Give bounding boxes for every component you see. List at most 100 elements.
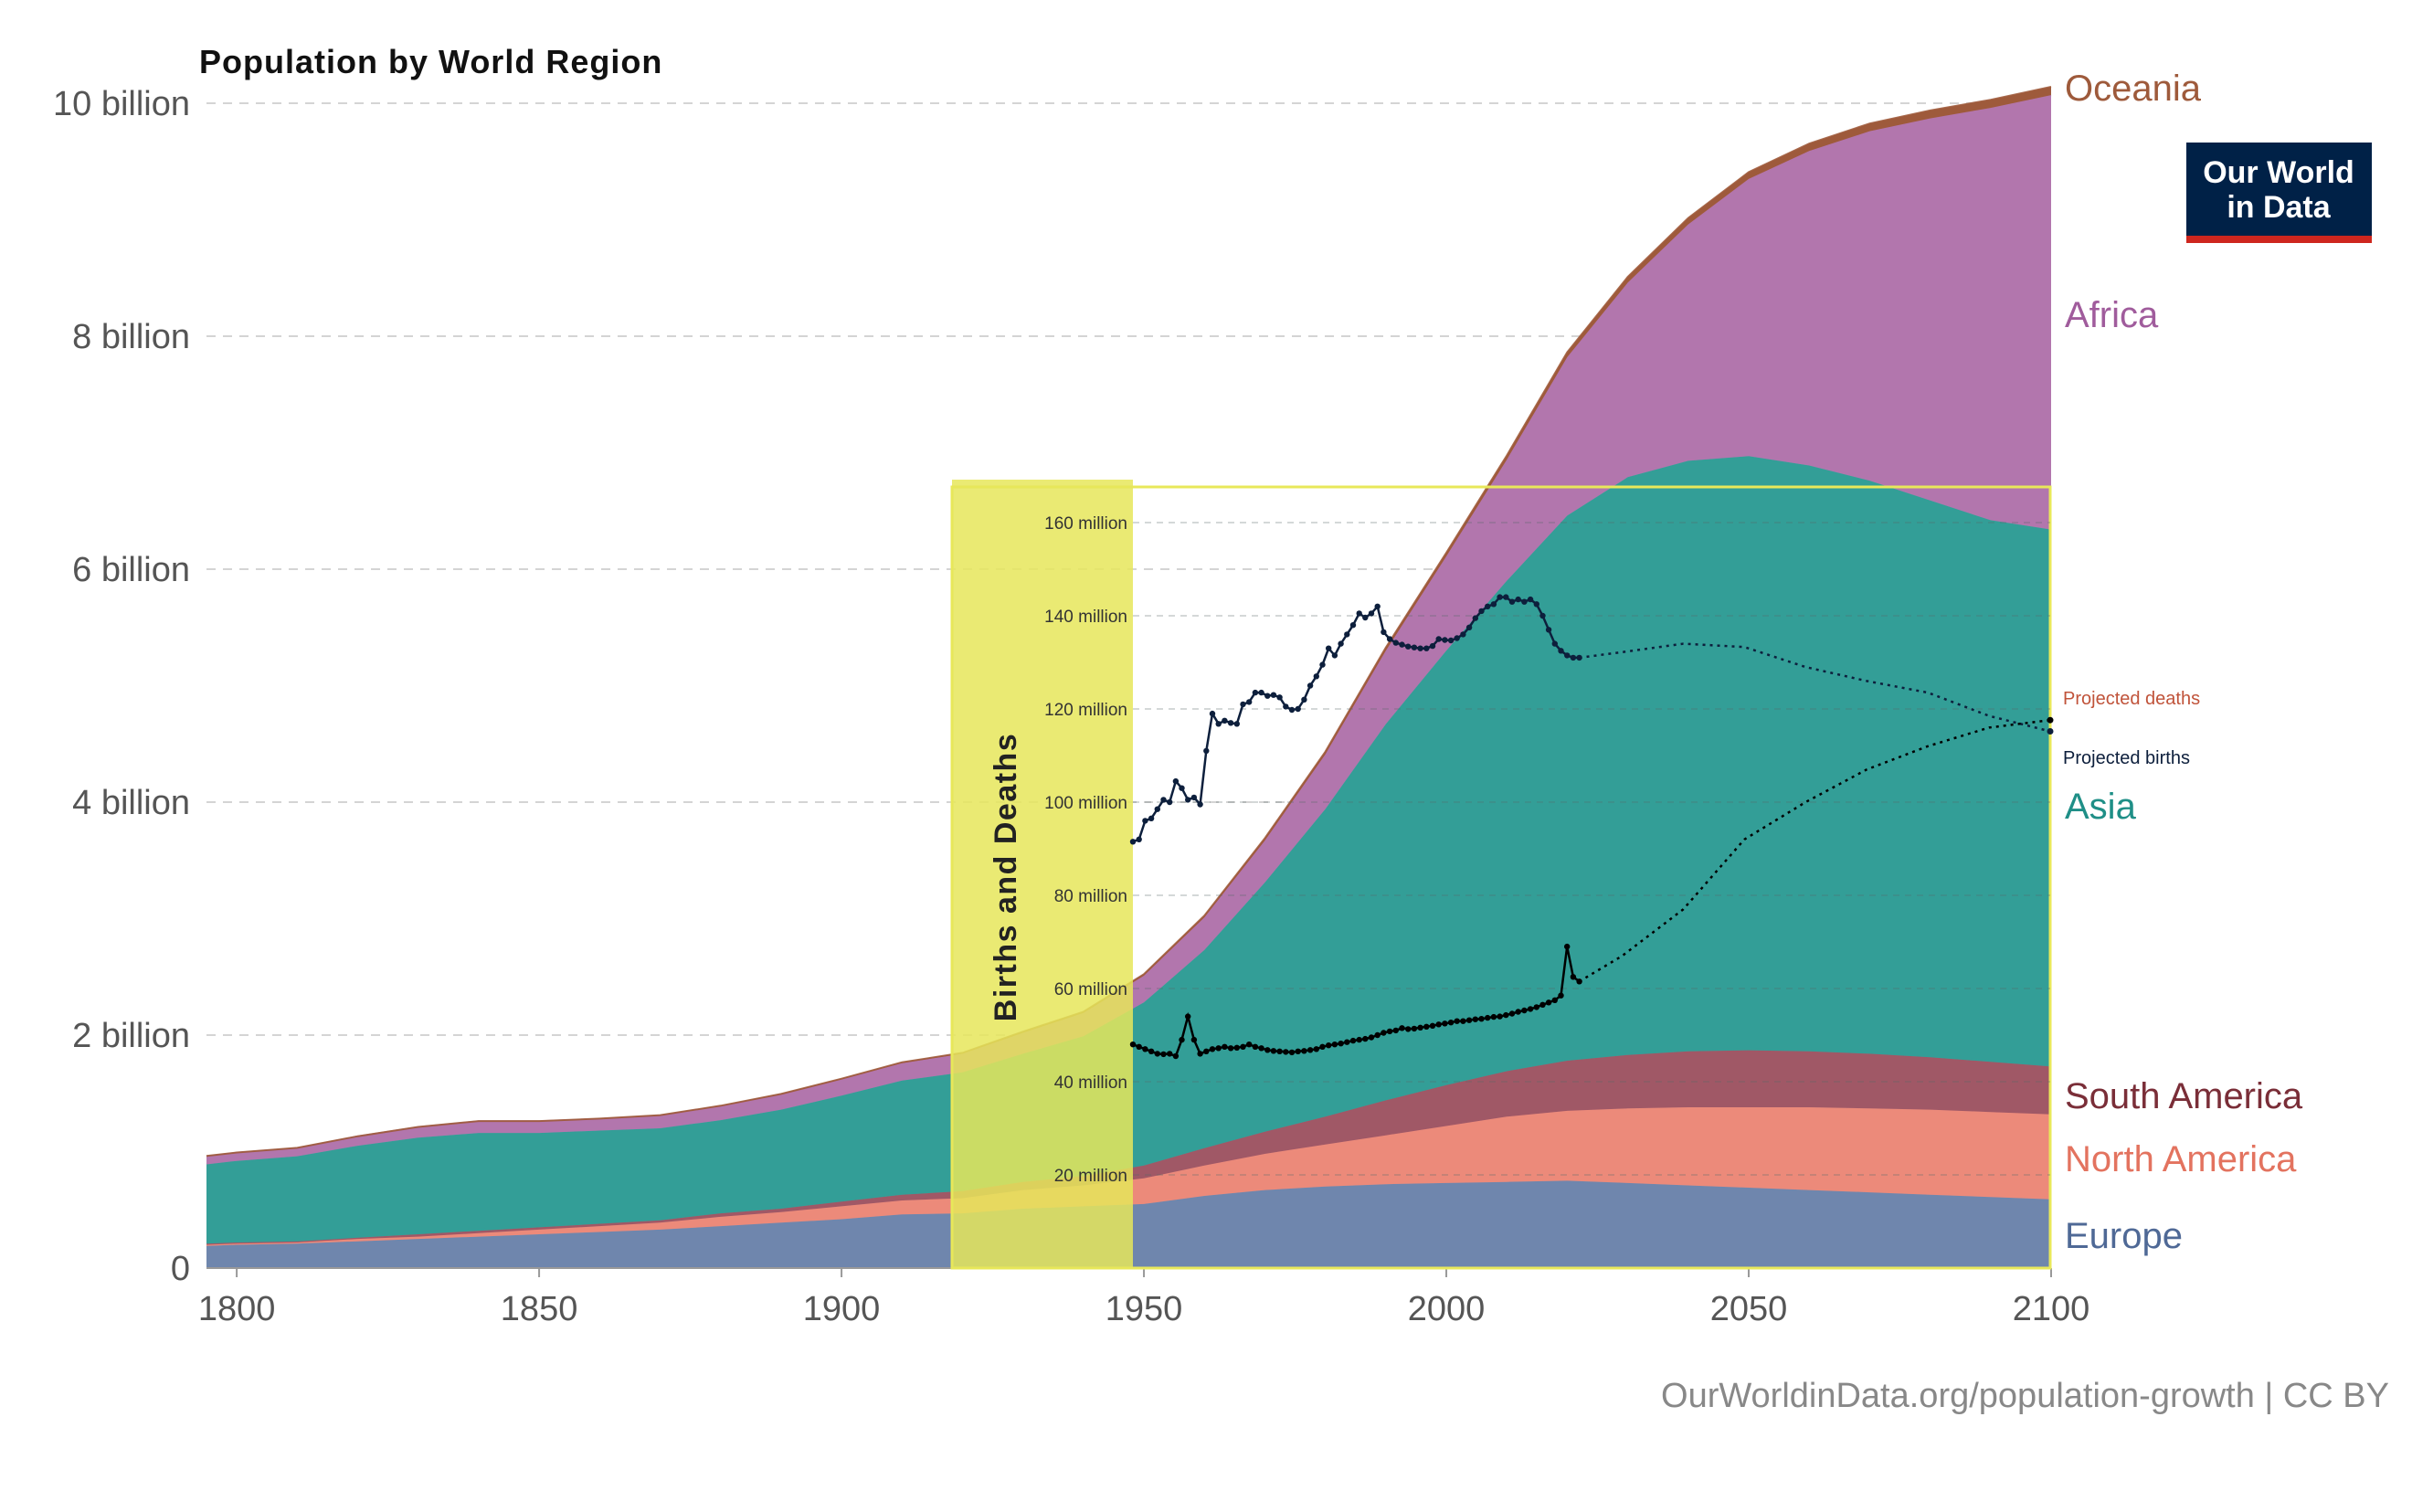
point-births <box>1356 610 1362 617</box>
point-deaths <box>1283 1049 1289 1055</box>
inset-tick-label: 60 million <box>1054 980 1127 999</box>
point-births <box>1326 645 1332 651</box>
point-deaths <box>1564 943 1571 950</box>
inset-tick-label: 100 million <box>1044 794 1127 813</box>
x-tick-label: 1900 <box>803 1290 881 1328</box>
owid-logo[interactable]: Our World in Data <box>2186 143 2372 243</box>
point-deaths <box>1167 1051 1173 1057</box>
x-axis: 1800 1850 1900 1950 2000 2050 2100 <box>198 1267 2090 1328</box>
inset-title: Births and Deaths <box>989 733 1023 1021</box>
point-deaths <box>1558 992 1564 999</box>
point-deaths <box>1405 1026 1412 1032</box>
inset-tick-label: 120 million <box>1044 701 1127 720</box>
point-deaths <box>1447 1020 1455 1026</box>
point-deaths <box>1209 1046 1216 1052</box>
inset-tick-label: 40 million <box>1054 1073 1127 1093</box>
point-births <box>1233 721 1241 727</box>
point-deaths <box>1129 1041 1137 1048</box>
point-deaths <box>1508 1010 1516 1017</box>
point-births <box>1136 836 1142 842</box>
inset-tick-label: 80 million <box>1054 887 1127 906</box>
inset-tick-label: 160 million <box>1044 514 1127 534</box>
legend-africa: Africa <box>2065 295 2159 335</box>
inset-gridlines: 20 million 40 million 60 million 80 million… <box>1044 514 2050 1186</box>
point-births <box>1411 644 1418 650</box>
point-births <box>1264 693 1271 699</box>
births-deaths-inset: 20 million 40 million 60 million 80 million… <box>950 480 2200 1270</box>
point-births <box>1527 596 1534 603</box>
point-deaths <box>1258 1045 1264 1052</box>
point-deaths <box>1392 1027 1400 1034</box>
point-deaths <box>1374 1031 1381 1039</box>
point-deaths <box>1570 974 1577 980</box>
point-births <box>1423 645 1430 651</box>
y-tick-label: 2 billion <box>72 1017 190 1055</box>
point-deaths <box>1179 1036 1185 1043</box>
point-births <box>1503 594 1509 600</box>
point-deaths <box>1539 1001 1546 1009</box>
point-births <box>1306 682 1314 689</box>
point-births <box>1172 777 1180 785</box>
chart-title: Population by World Region <box>199 43 662 80</box>
point-births <box>1429 642 1436 650</box>
point-deaths <box>1454 1018 1460 1024</box>
point-births <box>1485 603 1491 609</box>
point-deaths <box>1344 1039 1350 1045</box>
label-projected-deaths: Projected deaths <box>2063 689 2200 709</box>
point-births <box>1460 631 1466 638</box>
point-births <box>1551 640 1559 647</box>
point-births <box>1252 689 1259 696</box>
point-births <box>1160 797 1167 803</box>
point-births <box>1442 637 1448 643</box>
point-births <box>1405 643 1412 650</box>
point-deaths <box>1190 1036 1198 1043</box>
point-births <box>1521 598 1528 605</box>
point-births <box>1179 785 1185 791</box>
point-deaths <box>1349 1037 1357 1044</box>
point-births <box>1288 706 1296 714</box>
x-tick-label: 2100 <box>2013 1290 2090 1328</box>
point-deaths <box>1429 1022 1436 1030</box>
point-births <box>1222 717 1228 724</box>
point-deaths <box>1160 1051 1167 1058</box>
point-deaths <box>1154 1051 1161 1057</box>
point-deaths <box>1362 1035 1369 1042</box>
area-asia <box>206 456 2051 1244</box>
point-deaths <box>1545 999 1552 1006</box>
inset-tick-label: 20 million <box>1054 1167 1127 1186</box>
point-births <box>1215 721 1222 727</box>
point-deaths <box>1185 1013 1191 1020</box>
point-births <box>1142 818 1148 824</box>
source-link[interactable]: OurWorldinData.org/population-growth | C… <box>1661 1377 2389 1415</box>
point-deaths <box>1338 1041 1344 1047</box>
point-births <box>1478 608 1485 615</box>
point-deaths <box>1306 1047 1314 1053</box>
point-deaths <box>1240 1043 1246 1051</box>
point-births <box>1362 614 1369 621</box>
point-births <box>1154 806 1161 812</box>
point-deaths <box>1319 1043 1326 1051</box>
point-births <box>1368 610 1375 617</box>
point-births <box>1227 720 1234 726</box>
point-births <box>1539 612 1546 619</box>
point-births <box>1515 596 1521 603</box>
point-deaths <box>1264 1047 1271 1053</box>
point-deaths <box>1399 1025 1405 1031</box>
point-deaths <box>1197 1051 1203 1057</box>
legend-europe: Europe <box>2065 1216 2183 1256</box>
logo-stripe <box>2186 236 2372 243</box>
point-deaths <box>1215 1045 1222 1052</box>
point-births <box>1570 654 1577 661</box>
point-deaths <box>1356 1036 1362 1043</box>
point-births <box>1472 615 1479 621</box>
point-deaths <box>1301 1048 1307 1054</box>
y-tick-label: 4 billion <box>72 784 190 822</box>
point-deaths <box>1295 1048 1301 1055</box>
point-deaths <box>1142 1046 1148 1052</box>
area-africa <box>206 95 2051 1165</box>
logo-background <box>2186 143 2372 236</box>
point-deaths <box>1442 1020 1448 1027</box>
point-births <box>1349 622 1357 629</box>
point-births <box>1167 798 1173 806</box>
point-deaths <box>1503 1011 1509 1019</box>
